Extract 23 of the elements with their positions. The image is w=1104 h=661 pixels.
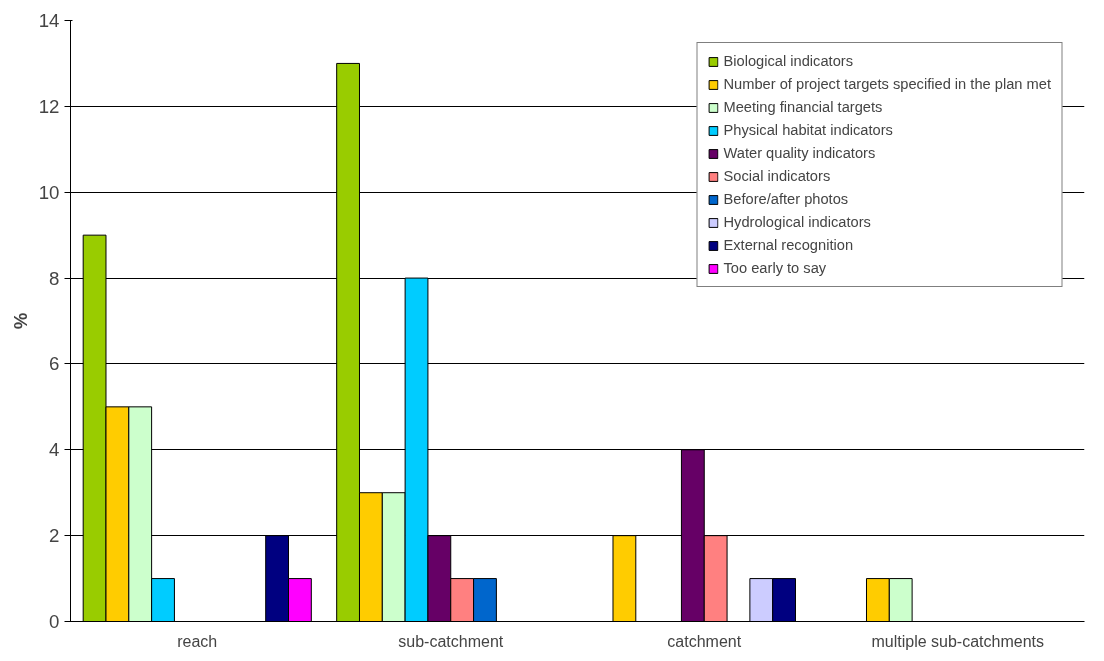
legend-label: Number of project targets specified in the plan met bbox=[723, 76, 1051, 92]
y-tick-label: 6 bbox=[49, 353, 60, 375]
legend-label: Social indicators bbox=[723, 168, 831, 184]
y-tick-label: 2 bbox=[49, 525, 60, 547]
x-tick-label: catchment bbox=[667, 632, 742, 650]
legend-label: Water quality indicators bbox=[723, 145, 876, 161]
legend-label: Meeting financial targets bbox=[723, 99, 883, 115]
legend-label: Physical habitat indicators bbox=[723, 122, 893, 138]
legend-label: Too early to say bbox=[723, 260, 827, 276]
legend-label: External recognition bbox=[723, 237, 854, 253]
x-tick-label: multiple sub-catchments bbox=[871, 632, 1045, 650]
y-axis-title: % bbox=[9, 312, 31, 330]
x-tick-label: sub-catchment bbox=[398, 632, 504, 650]
x-tick-label: reach bbox=[177, 632, 218, 650]
y-tick-label: 10 bbox=[38, 181, 60, 203]
y-tick-label: 12 bbox=[38, 95, 60, 117]
y-tick-label: 0 bbox=[49, 611, 60, 632]
legend-label: Biological indicators bbox=[723, 53, 854, 69]
y-tick-label: 14 bbox=[38, 10, 60, 31]
y-tick-label: 8 bbox=[49, 267, 60, 289]
y-tick-label: 4 bbox=[49, 439, 60, 461]
legend-label: Hydrological indicators bbox=[723, 214, 871, 230]
legend-label: Before/after photos bbox=[723, 191, 849, 207]
